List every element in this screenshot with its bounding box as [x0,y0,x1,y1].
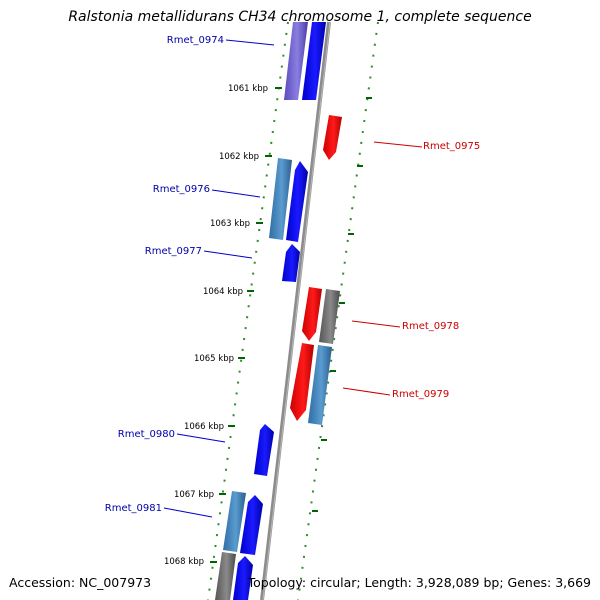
tick-label: 1068 kbp [164,557,204,567]
cds-forward[interactable] [240,495,263,555]
gene-rmet-0975[interactable] [323,115,342,160]
tick-label: 1066 kbp [184,422,224,432]
cds-reverse[interactable] [323,115,342,160]
summary-text: Topology: circular; Length: 3,928,089 bp… [247,575,591,590]
tick-label: 1061 kbp [228,84,268,94]
label-leaders [163,39,423,518]
tick-marks-right [312,97,372,512]
gene-rmet-0981[interactable] [223,491,263,555]
tick-label: 1065 kbp [194,354,234,364]
cds-forward[interactable] [282,244,300,282]
gene-rmet-0978[interactable] [302,287,340,344]
tick-label: 1062 kbp [219,152,259,162]
feature-gray[interactable] [319,289,340,344]
gene-rmet-0977[interactable] [282,244,300,282]
feature-gray[interactable] [215,552,236,600]
tick-label: 1064 kbp [203,287,243,297]
gene-label[interactable]: Rmet_0974 [167,35,224,46]
gene-labels: Rmet_0974 Rmet_0975 Rmet_0976 Rmet_0977 … [105,35,480,514]
gene-rmet-0979[interactable] [290,343,332,425]
cds-reverse[interactable] [302,287,322,341]
cds-reverse[interactable] [290,343,314,421]
gene-label[interactable]: Rmet_0979 [392,389,449,400]
tick-label: 1067 kbp [174,490,214,500]
feature-hypothetical[interactable] [308,345,332,425]
tick-marks-left [210,87,282,563]
map-title: Ralstonia metallidurans CH34 chromosome … [68,9,532,25]
feature-purple[interactable] [284,22,308,100]
tick-label: 1063 kbp [210,219,250,229]
gene-label[interactable]: Rmet_0975 [423,141,480,152]
tick-labels: 1061 kbp 1062 kbp 1063 kbp 1064 kbp 1065… [164,84,268,567]
feature-hypothetical[interactable] [223,491,246,552]
gene-label[interactable]: Rmet_0978 [402,321,459,332]
accession-text: Accession: NC_007973 [9,575,152,590]
gene-label[interactable]: Rmet_0981 [105,503,162,514]
gene-rmet-0974[interactable] [284,22,326,100]
cds-forward[interactable] [254,424,274,476]
gene-label[interactable]: Rmet_0980 [118,429,175,440]
cds-forward[interactable] [302,22,326,100]
gene-rmet-0980[interactable] [254,424,274,476]
cds-forward[interactable] [233,556,253,600]
gene-label[interactable]: Rmet_0977 [145,246,202,257]
feature-hypothetical[interactable] [269,158,292,240]
backbone-line [260,21,331,600]
gene-label[interactable]: Rmet_0976 [153,184,210,195]
gene-rmet-0976[interactable] [269,158,308,242]
gene-bottom-partial[interactable] [215,552,253,600]
cds-forward[interactable] [286,161,308,242]
